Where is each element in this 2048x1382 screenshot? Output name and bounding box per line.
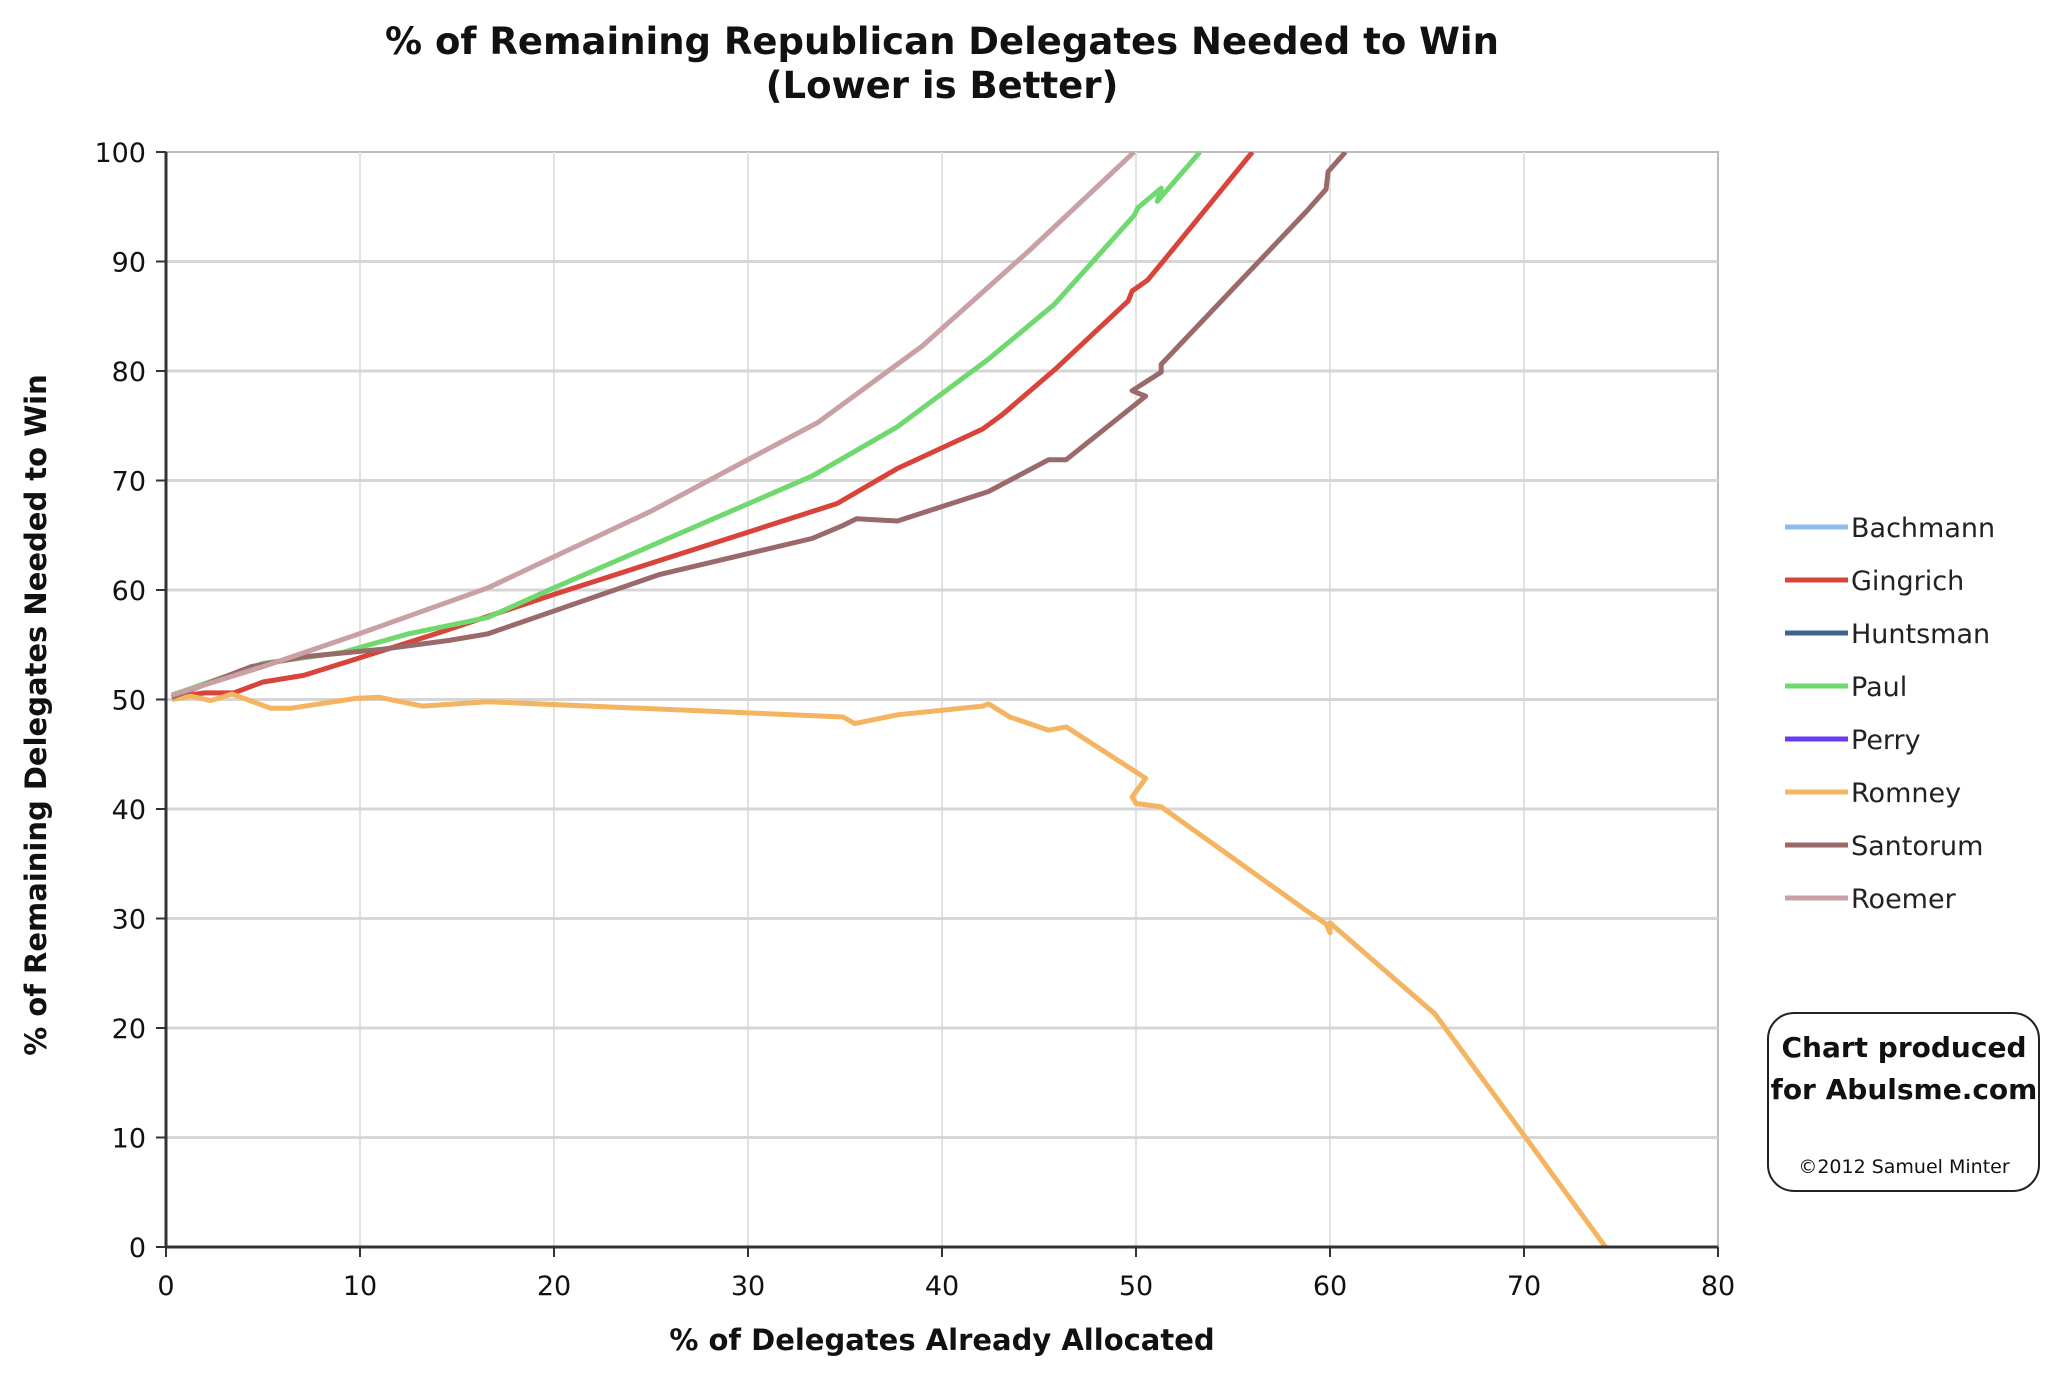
y-tick-label: 70 [112,467,146,498]
series-line-roemer [171,152,1136,698]
x-tick-label: 30 [731,1271,765,1302]
x-axis-title: % of Delegates Already Allocated [669,1323,1214,1357]
x-tick-label: 70 [1507,1271,1541,1302]
x-tick-label: 0 [157,1271,174,1302]
chart-title: % of Remaining Republican Delegates Need… [385,20,1499,63]
series-line-paul [170,152,1202,698]
series-line-santorum [170,152,1348,700]
legend-label-romney: Romney [1851,778,1961,809]
y-tick-label: 80 [112,357,146,388]
y-tick-label: 40 [112,795,146,826]
legend-label-paul: Paul [1851,672,1907,703]
y-tick-label: 0 [129,1233,146,1264]
x-tick-label: 50 [1119,1271,1153,1302]
y-tick-label: 30 [112,905,146,936]
x-tick-label: 40 [925,1271,959,1302]
y-tick-label: 60 [112,576,146,607]
x-tick-label: 60 [1313,1271,1347,1302]
y-tick-label: 90 [112,248,146,279]
series-line-romney [171,691,1608,1247]
legend: Bachmann Gingrich Huntsman Paul Perry Romney S… [1785,513,1995,915]
chart-subtitle: (Lower is Better) [766,64,1119,107]
y-tick-label: 10 [112,1124,146,1155]
credit-line-2: for Abulsme.com [1771,1073,2038,1106]
legend-label-santorum: Santorum [1851,831,1983,862]
x-tick-label: 80 [1701,1271,1735,1302]
legend-label-bachmann: Bachmann [1851,513,1995,544]
legend-label-gingrich: Gingrich [1851,566,1964,597]
legend-label-perry: Perry [1851,725,1921,756]
legend-label-roemer: Roemer [1851,884,1957,915]
y-tick-label: 20 [112,1014,146,1045]
credit-copyright: ©2012 Samuel Minter [1798,1156,2010,1178]
grid [165,151,1719,1248]
x-tick-label: 20 [537,1271,571,1302]
series-line-gingrich [171,152,1255,700]
y-tick-label: 100 [94,138,146,169]
credit-box: Chart produced for Abulsme.com ©2012 Sam… [1767,1012,2040,1192]
axes [156,151,1719,1257]
tick-labels: 0 10 20 30 40 50 60 70 80 0 10 20 30 40 50 60 70 80 90 100 [94,138,1735,1302]
y-axis-title: % of Remaining Delegates Needed to Win [19,374,53,1056]
x-tick-label: 10 [343,1271,377,1302]
credit-line-1: Chart produced [1781,1031,2026,1064]
series-lines [170,152,1608,1247]
y-tick-label: 50 [112,686,146,717]
legend-label-huntsman: Huntsman [1851,619,1990,650]
